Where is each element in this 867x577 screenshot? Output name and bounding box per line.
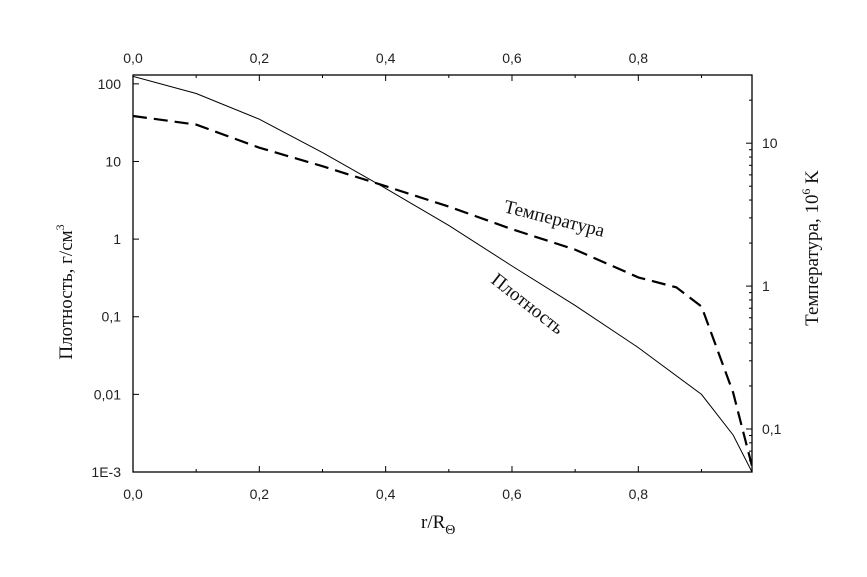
plot-frame <box>132 74 753 473</box>
x-axis-title: r/RΘ <box>421 512 455 538</box>
left-y-axis: 1E-3 0,01 0,1 1 10 100 <box>91 76 139 480</box>
left-y-tick-label: 100 <box>98 76 122 92</box>
right-y-axis: 0,1 1 10 <box>746 74 782 473</box>
right-y-tick-label: 1 <box>762 278 770 294</box>
left-axis-title: Плотность, г/см3 <box>53 224 77 359</box>
x-tick-label-top: 0,4 <box>376 50 396 66</box>
x-tick-label: 0,6 <box>502 486 522 502</box>
x-tick-label: 0,8 <box>629 486 649 502</box>
right-axis-title-unit: K <box>802 170 823 189</box>
left-y-tick-label: 10 <box>105 153 121 169</box>
right-axis-title: Температура, 106 K <box>799 170 823 326</box>
x-tick-label: 0,0 <box>123 486 143 502</box>
left-y-tick-label: 1 <box>113 231 121 247</box>
x-axis-title-main: r/R <box>421 512 446 533</box>
right-y-tick-label: 0,1 <box>762 421 782 437</box>
right-axis-title-superscript: 6 <box>799 189 813 195</box>
bottom-x-axis: 0,0 0,2 0,4 0,6 0,8 <box>123 466 702 502</box>
series-layer <box>133 75 752 472</box>
curve-label-temperature: Температура <box>502 196 607 241</box>
x-tick-label: 0,2 <box>250 486 270 502</box>
x-tick-label-top: 0,6 <box>502 50 522 66</box>
x-tick-label-top: 0,2 <box>250 50 270 66</box>
curve-label-density: Плотность <box>487 269 568 339</box>
right-y-tick-label: 10 <box>762 135 778 151</box>
left-y-tick-label: 0,1 <box>102 309 122 325</box>
right-axis-title-main: Температура, 10 <box>802 195 823 326</box>
x-axis-title-subscript: Θ <box>445 523 455 538</box>
left-y-tick-label: 0,01 <box>94 386 121 402</box>
x-tick-label-top: 0,8 <box>629 50 649 66</box>
x-tick-label: 0,4 <box>376 486 396 502</box>
top-x-axis: 0,0 0,2 0,4 0,6 0,8 <box>123 50 702 81</box>
left-axis-title-main: Плотность, г/см <box>56 230 77 359</box>
left-y-tick-label: 1E-3 <box>91 464 121 480</box>
density-line <box>133 75 752 472</box>
x-tick-label-top: 0,0 <box>123 50 143 66</box>
temperature-line <box>133 114 752 467</box>
left-axis-title-superscript: 3 <box>53 224 67 230</box>
